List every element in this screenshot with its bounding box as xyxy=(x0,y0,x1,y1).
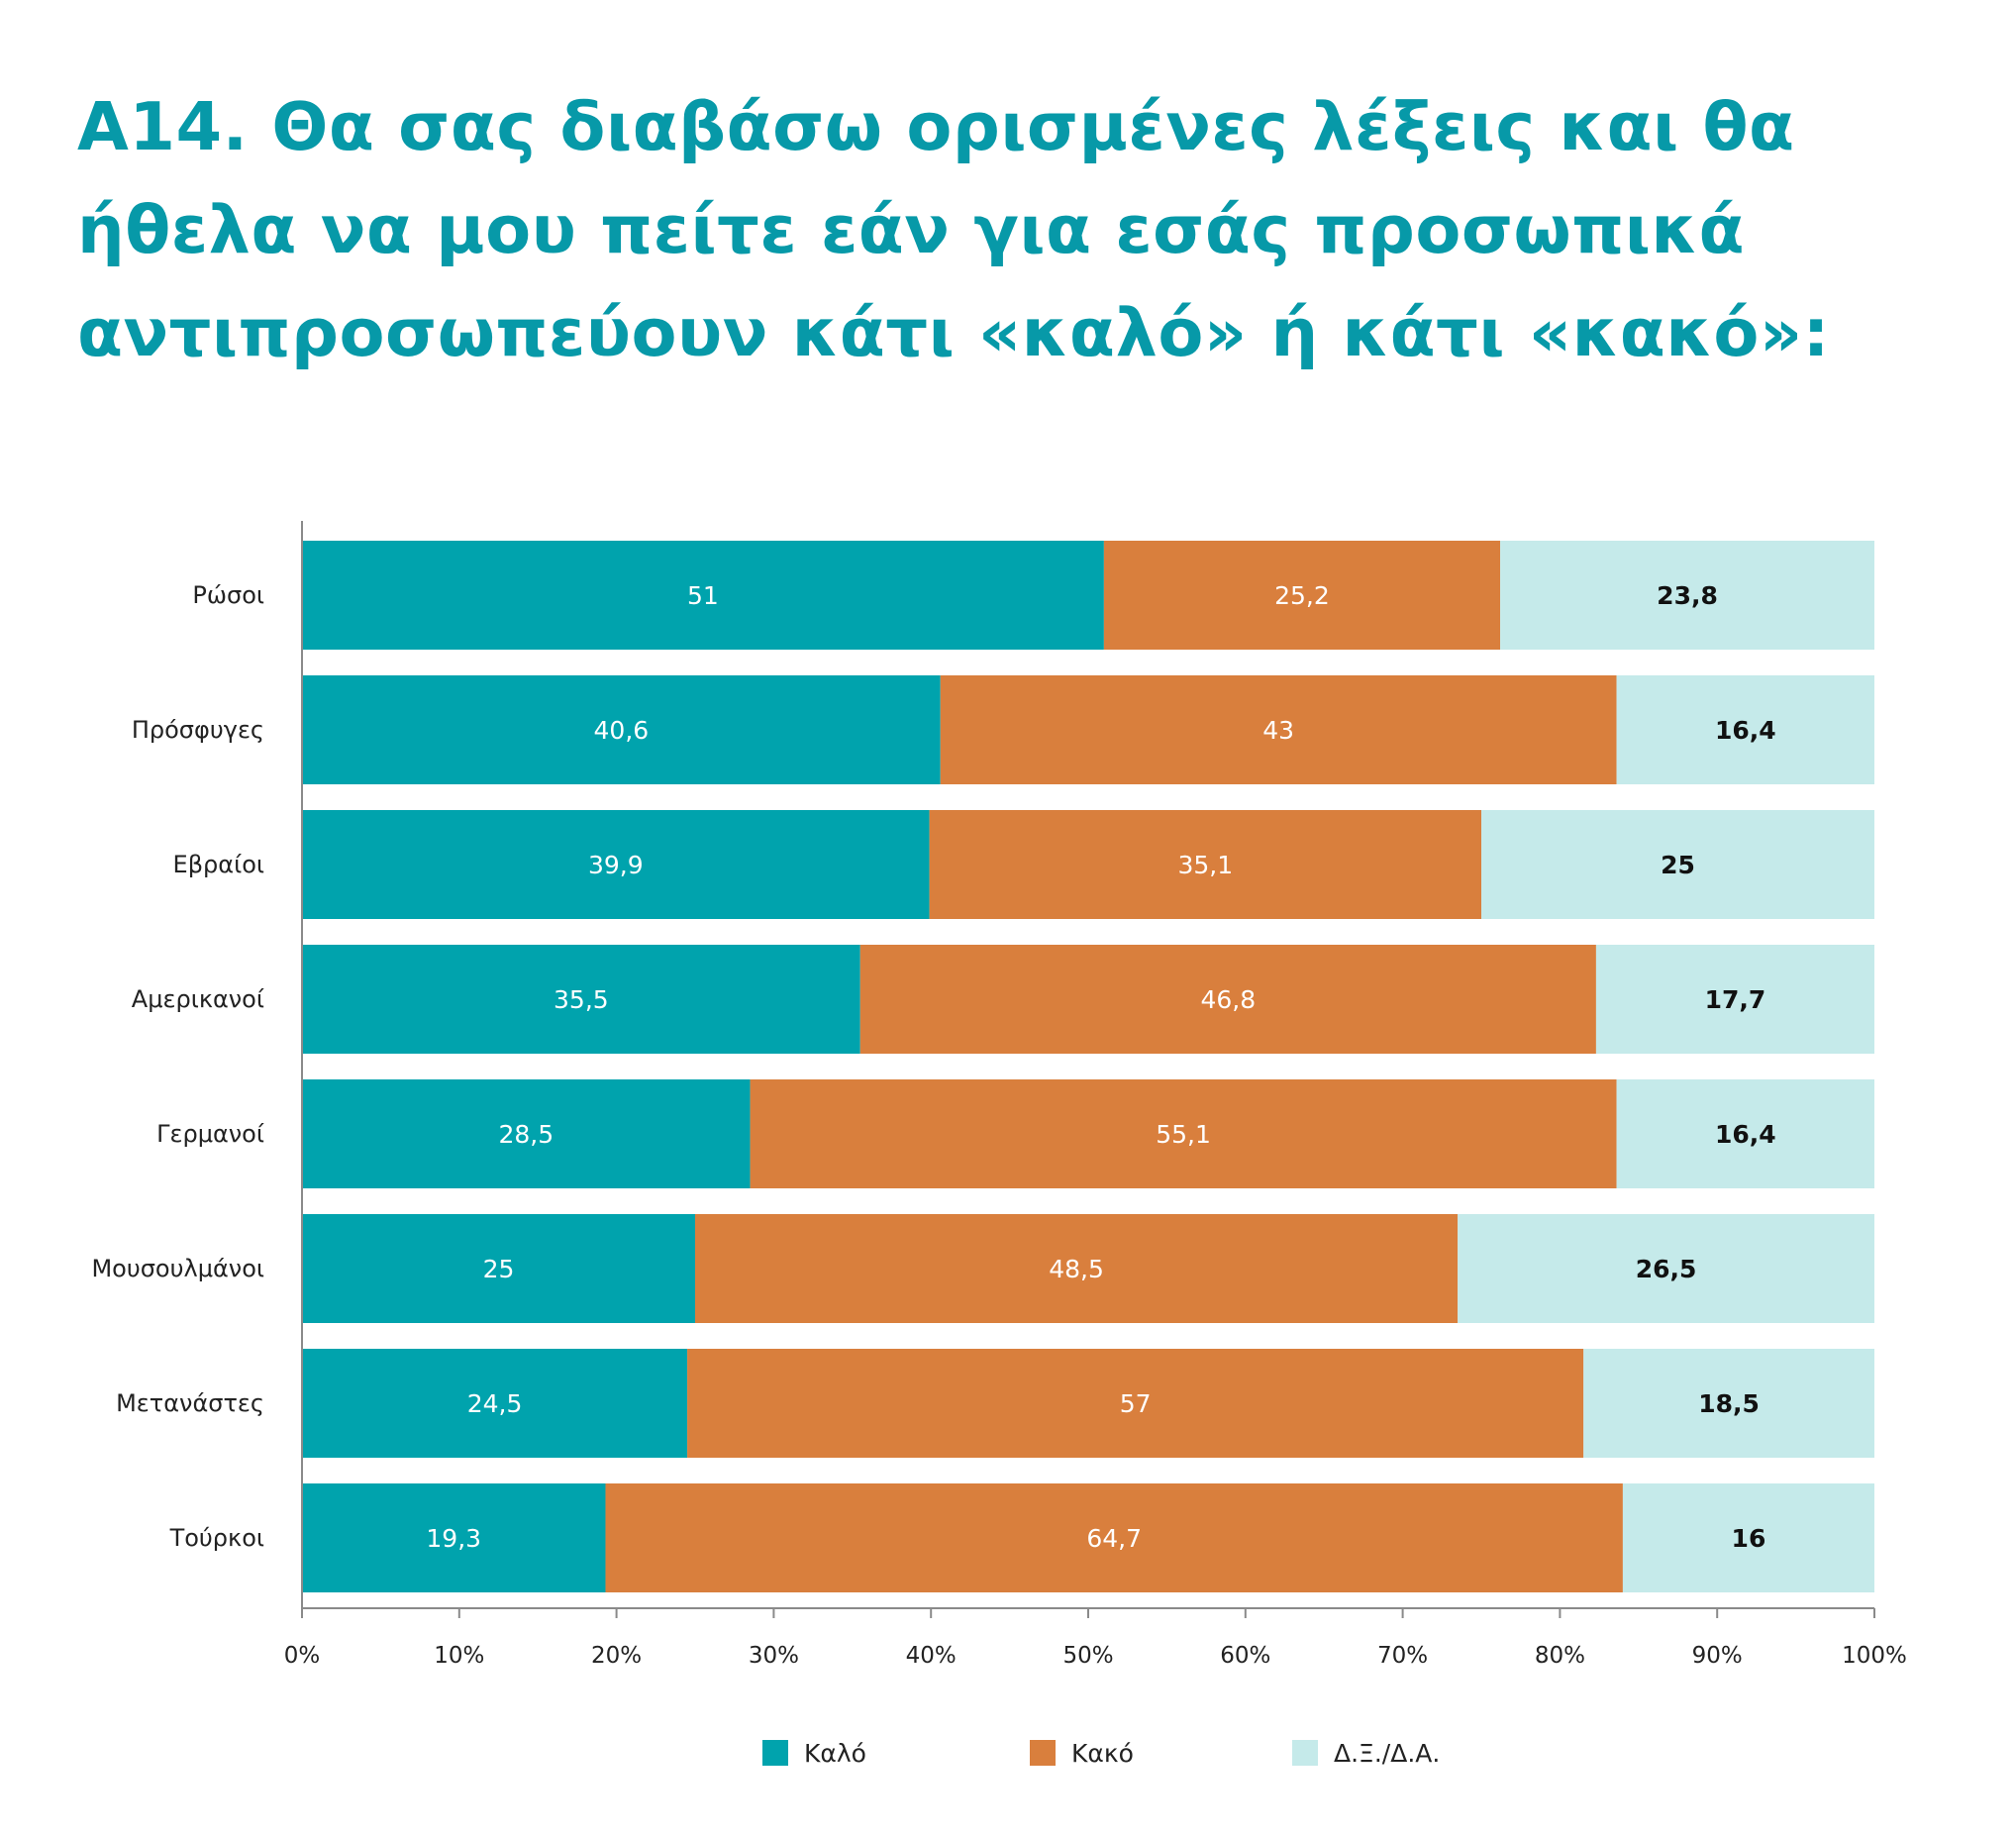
category-label: Μετανάστες xyxy=(116,1389,264,1417)
bar-segment-1 xyxy=(302,1483,606,1592)
legend-swatch xyxy=(1292,1740,1318,1766)
bar-segment-3 xyxy=(1458,1214,1874,1323)
data-label: 57 xyxy=(1120,1389,1152,1418)
data-label: 19,3 xyxy=(426,1524,481,1553)
x-tick-label: 50% xyxy=(1062,1643,1113,1669)
x-tick-label: 60% xyxy=(1220,1643,1270,1669)
x-tick-label: 90% xyxy=(1692,1643,1743,1669)
legend-swatch xyxy=(1030,1740,1056,1766)
x-tick-label: 10% xyxy=(434,1643,484,1669)
bar-segment-1 xyxy=(302,541,1104,650)
data-label: 35,1 xyxy=(1177,851,1233,879)
bar-segment-2 xyxy=(859,945,1596,1054)
data-label: 25 xyxy=(1661,851,1695,879)
legend-label: Κακό xyxy=(1071,1739,1134,1768)
category-label: Τούρκοι xyxy=(169,1524,264,1552)
data-label: 25,2 xyxy=(1274,581,1330,610)
data-label: 46,8 xyxy=(1200,985,1256,1014)
data-label: 64,7 xyxy=(1086,1524,1142,1553)
data-label: 40,6 xyxy=(594,716,650,745)
x-tick-label: 20% xyxy=(591,1643,642,1669)
x-tick-label: 100% xyxy=(1842,1643,1907,1669)
legend-label: Καλό xyxy=(804,1739,866,1768)
data-label: 16,4 xyxy=(1715,716,1776,745)
bar-segment-3 xyxy=(1595,945,1874,1054)
data-label: 35,5 xyxy=(554,985,609,1014)
bar-segment-2 xyxy=(605,1483,1623,1592)
legend-swatch xyxy=(762,1740,788,1766)
category-label: Μουσουλμάνοι xyxy=(91,1255,264,1282)
bar-segment-2 xyxy=(750,1079,1617,1188)
bar-segment-2 xyxy=(929,810,1481,919)
bar-segment-2 xyxy=(940,675,1617,784)
bar-segment-1 xyxy=(302,675,941,784)
x-tick-label: 0% xyxy=(284,1643,321,1669)
data-label: 55,1 xyxy=(1156,1120,1211,1149)
category-label: Αμερικανοί xyxy=(132,985,264,1013)
bar-segment-1 xyxy=(302,1079,751,1188)
chart-title-line: αντιπροσωπεύουν κάτι «καλό» ή κάτι «κακό… xyxy=(77,294,1830,371)
data-label: 16,4 xyxy=(1715,1120,1776,1149)
bar-segment-3 xyxy=(1481,810,1874,919)
data-label: 24,5 xyxy=(467,1389,523,1418)
chart-title: Α14. Θα σας διαβάσω ορισμένες λέξεις και… xyxy=(77,75,1959,384)
data-label: 26,5 xyxy=(1636,1255,1697,1283)
bar-segment-1 xyxy=(302,1349,688,1458)
category-label: Εβραίοι xyxy=(173,851,264,878)
data-label: 39,9 xyxy=(588,851,644,879)
chart-title-line: Α14. Θα σας διαβάσω ορισμένες λέξεις και… xyxy=(77,88,1795,165)
legend-label: Δ.Ξ./Δ.Α. xyxy=(1334,1739,1440,1768)
data-label: 18,5 xyxy=(1698,1389,1760,1418)
data-label: 16 xyxy=(1732,1524,1766,1553)
axis-layer: Ρώσοι Πρόσφυγες Εβραίοι Αμερικανοί Γερμανοί Μ… xyxy=(91,521,1907,1669)
bar-segment-3 xyxy=(1616,675,1874,784)
bar-segment-2 xyxy=(687,1349,1584,1458)
x-tick-label: 40% xyxy=(906,1643,957,1669)
data-label: 43 xyxy=(1262,716,1294,745)
data-label: 23,8 xyxy=(1657,581,1718,610)
x-tick-label: 30% xyxy=(749,1643,799,1669)
bar-segment-3 xyxy=(1622,1483,1874,1592)
category-label: Ρώσοι xyxy=(192,581,264,609)
category-label: Πρόσφυγες xyxy=(132,716,264,744)
data-label: 28,5 xyxy=(498,1120,554,1149)
chart-title-line: ήθελα να μου πείτε εάν για εσάς προσωπικ… xyxy=(77,191,1746,268)
x-tick-label: 80% xyxy=(1535,1643,1585,1669)
bars-layer: 51 25,2 23,8 40,6 43 16,4 39,9 35,1 25 35,5 46,8 17… xyxy=(302,541,1874,1592)
data-label: 17,7 xyxy=(1705,985,1766,1014)
x-tick-label: 70% xyxy=(1377,1643,1428,1669)
bar-segment-2 xyxy=(695,1214,1459,1323)
bar-segment-3 xyxy=(1583,1349,1874,1458)
bar-segment-1 xyxy=(302,1214,695,1323)
category-label: Γερμανοί xyxy=(156,1120,264,1148)
bar-segment-1 xyxy=(302,810,930,919)
data-label: 51 xyxy=(687,581,719,610)
bar-segment-3 xyxy=(1500,541,1874,650)
data-label: 48,5 xyxy=(1049,1255,1104,1283)
bar-segment-3 xyxy=(1616,1079,1874,1188)
chart-legend: Καλό Κακό Δ.Ξ./Δ.Α. xyxy=(762,1739,1440,1768)
data-label: 25 xyxy=(483,1255,515,1283)
bar-segment-2 xyxy=(1103,541,1501,650)
bar-segment-1 xyxy=(302,945,860,1054)
